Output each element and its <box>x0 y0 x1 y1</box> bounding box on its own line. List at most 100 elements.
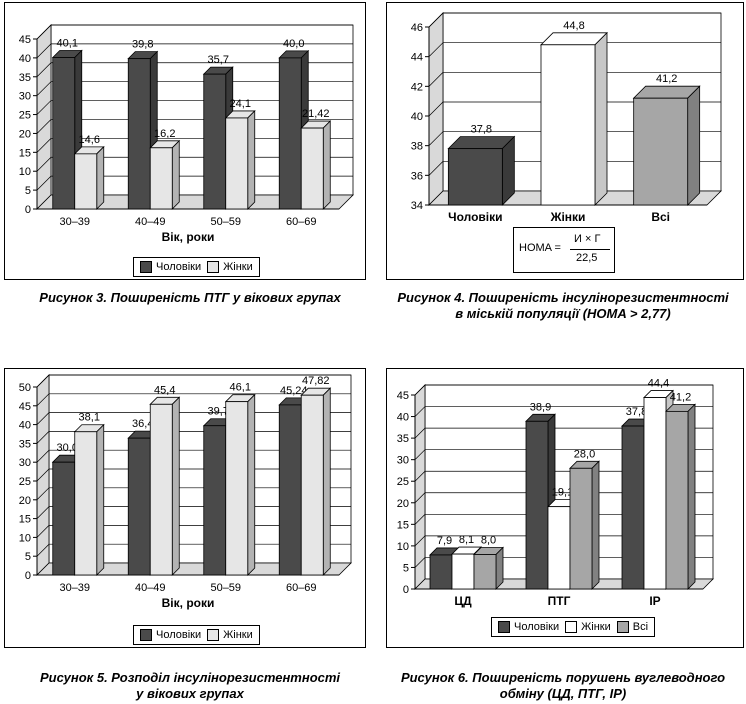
bar <box>203 425 227 576</box>
bar-side <box>247 109 256 210</box>
y-tick-label: 50 <box>19 382 31 394</box>
bar <box>429 554 453 590</box>
gridline <box>36 24 353 40</box>
data-label: 40,1 <box>57 38 78 50</box>
figure-3-caption: Рисунок 3. Поширеність ПТГ у вікових гру… <box>39 290 341 305</box>
y-tick-label: 30 <box>19 457 31 469</box>
gridline <box>428 71 721 87</box>
y-tick-label: 35 <box>397 433 409 445</box>
y-tick-label: 38 <box>411 141 423 153</box>
gridline <box>414 427 713 439</box>
data-label: 40,0 <box>283 38 304 50</box>
data-label: 44,4 <box>648 378 669 390</box>
bar <box>52 57 76 210</box>
gridline <box>428 160 721 176</box>
data-label: 37,8 <box>471 124 492 136</box>
y-tick-label: 40 <box>19 53 31 65</box>
bar <box>643 397 667 590</box>
bar <box>278 57 302 210</box>
legend-label-men: Чоловіки <box>514 621 560 633</box>
y-tick-label: 5 <box>403 562 409 574</box>
gridline <box>414 557 713 568</box>
y-tick-label: 40 <box>411 111 423 123</box>
y-tick-label: 25 <box>19 476 31 488</box>
gridline <box>36 81 353 96</box>
data-label: 36,4 <box>132 418 153 430</box>
data-label: 24,1 <box>230 98 251 110</box>
data-label: 7,9 <box>437 535 452 547</box>
bar <box>74 431 98 576</box>
y-tick-label: 40 <box>19 420 31 432</box>
x-category-label: 30–39 <box>59 582 90 594</box>
data-label: 21,42 <box>302 108 330 120</box>
legend-swatch-men <box>498 621 510 633</box>
gridline <box>36 62 353 78</box>
homa-numerator: И × Г <box>574 233 601 245</box>
figure-5-chart: 0 5 10 15 20 25 30 35 40 45 50 30,0 38,1 30–39 36,4 45,… <box>19 374 352 610</box>
data-label: 14,6 <box>79 134 100 146</box>
legend-swatch-men <box>140 261 152 273</box>
gridline <box>36 393 351 407</box>
gridline <box>428 42 721 57</box>
gridline <box>36 100 353 115</box>
x-axis-title: Вік, роки <box>162 230 215 244</box>
bar <box>127 58 151 210</box>
figure-5-legend: Чоловіки Жінки <box>133 625 260 645</box>
bar <box>525 420 549 590</box>
bar <box>451 553 475 590</box>
bar <box>203 73 227 210</box>
bar <box>633 97 689 206</box>
x-category-label: 60–69 <box>286 582 317 594</box>
bar-side <box>96 145 105 210</box>
figure-6-chart: 0 5 10 15 20 25 30 35 40 45 7,9 8,1 8,0 ЦД 38,9 19,1 28,… <box>397 378 714 608</box>
figure-3-chart: 0 5 10 15 20 25 30 35 40 45 40,1 14,6 30–39 39,8 16,2 4… <box>19 24 354 244</box>
y-tick-label: 25 <box>19 110 31 122</box>
bar-side <box>687 403 696 590</box>
gridline <box>428 131 721 146</box>
x-category-label: 50–59 <box>210 582 241 594</box>
bar <box>547 506 571 590</box>
y-tick-label: 0 <box>25 570 31 582</box>
figure-3-panel: 0 5 10 15 20 25 30 35 40 45 40,1 14,6 30–39 39,8 16,2 4… <box>4 2 366 280</box>
data-label: 41,2 <box>656 73 677 85</box>
bar <box>127 437 151 576</box>
x-category-label: ЦД <box>454 594 472 608</box>
figure-6-caption-line-2: обміну (ЦД, ПТГ, ІР) <box>499 686 627 701</box>
gridline <box>36 374 351 388</box>
legend-label-women: Жінки <box>581 621 611 633</box>
gridline <box>414 513 713 525</box>
bar <box>665 410 689 590</box>
bar <box>300 127 324 210</box>
data-label: 16,2 <box>154 128 175 140</box>
y-tick-label: 35 <box>19 72 31 84</box>
legend-swatch-all <box>616 621 629 633</box>
x-category-label: 30–39 <box>59 216 90 228</box>
y-tick-label: 20 <box>19 128 31 140</box>
legend-swatch-women <box>207 261 220 273</box>
x-category-label: 40–49 <box>135 216 166 228</box>
y-tick-label: 15 <box>19 514 31 526</box>
gridline <box>414 492 713 504</box>
legend-swatch-women <box>565 621 578 633</box>
y-tick-label: 5 <box>25 185 31 197</box>
x-category-label: Жінки <box>550 210 586 224</box>
y-tick-label: 40 <box>397 412 409 424</box>
y-tick-label: 30 <box>19 91 31 103</box>
bar <box>225 117 249 210</box>
gridline <box>414 535 713 547</box>
y-tick-label: 5 <box>25 551 31 563</box>
figure-4-caption-line-1: Рисунок 4. Поширеність інсулінорезистент… <box>397 290 729 305</box>
x-category-label: ІР <box>649 594 660 608</box>
data-label: 46,1 <box>230 382 251 394</box>
bar <box>473 554 497 590</box>
homa-lhs: HOMA = <box>519 242 561 254</box>
gridline <box>428 101 721 117</box>
x-category-label: 40–49 <box>135 582 166 594</box>
y-tick-label: 30 <box>397 455 409 467</box>
legend-label-women: Жінки <box>223 261 253 273</box>
side-wall <box>414 384 426 590</box>
bar-side <box>591 460 600 590</box>
bar <box>540 44 596 206</box>
figure-6-caption-line-1: Рисунок 6. Поширеність порушень вуглевод… <box>400 670 726 685</box>
y-tick-label: 46 <box>411 22 423 34</box>
